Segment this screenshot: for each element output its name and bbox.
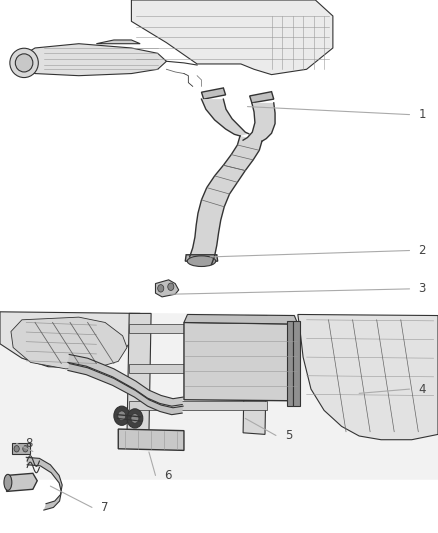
Polygon shape [201, 88, 226, 99]
Text: 5: 5 [285, 429, 292, 442]
Polygon shape [96, 40, 140, 44]
Text: 1: 1 [418, 108, 426, 121]
Polygon shape [131, 0, 333, 75]
Text: 7: 7 [101, 501, 108, 514]
Ellipse shape [15, 54, 33, 72]
Circle shape [14, 446, 19, 452]
Polygon shape [298, 314, 438, 440]
Text: 3: 3 [418, 282, 426, 295]
Polygon shape [243, 316, 267, 434]
Polygon shape [68, 354, 183, 406]
Circle shape [168, 283, 174, 290]
Polygon shape [201, 99, 249, 136]
Ellipse shape [187, 256, 216, 266]
Polygon shape [7, 473, 37, 491]
Ellipse shape [10, 48, 39, 78]
Text: 4: 4 [418, 383, 426, 395]
Ellipse shape [4, 474, 12, 490]
Polygon shape [0, 312, 438, 480]
Polygon shape [185, 255, 218, 261]
Bar [129, 364, 267, 373]
Circle shape [158, 285, 164, 292]
Polygon shape [13, 44, 166, 76]
Bar [287, 321, 293, 406]
Polygon shape [0, 312, 140, 368]
Circle shape [127, 409, 143, 428]
Polygon shape [68, 364, 183, 415]
Bar [293, 321, 300, 406]
Polygon shape [26, 457, 62, 510]
Text: 6: 6 [164, 469, 172, 482]
Bar [129, 401, 267, 410]
Text: 8: 8 [25, 437, 33, 450]
Polygon shape [118, 429, 184, 450]
Text: 2: 2 [418, 244, 426, 257]
Polygon shape [184, 322, 298, 401]
Circle shape [118, 411, 126, 421]
Circle shape [23, 446, 28, 452]
Polygon shape [127, 313, 151, 434]
Circle shape [131, 414, 139, 423]
Polygon shape [12, 443, 30, 454]
Polygon shape [243, 103, 275, 141]
Polygon shape [11, 317, 127, 369]
Polygon shape [155, 280, 179, 297]
Polygon shape [190, 136, 262, 264]
Bar [129, 324, 267, 333]
Polygon shape [250, 92, 274, 103]
Circle shape [114, 406, 130, 425]
Polygon shape [184, 314, 298, 324]
